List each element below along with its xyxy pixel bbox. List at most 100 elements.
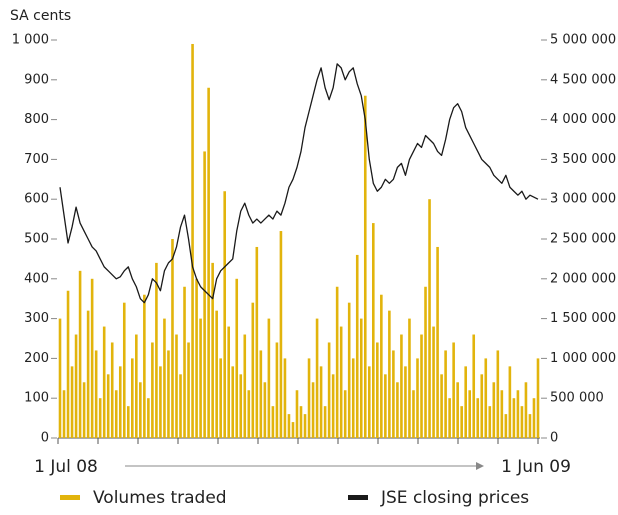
bar xyxy=(428,199,431,438)
bar xyxy=(62,390,66,438)
bar xyxy=(480,374,484,438)
bar xyxy=(114,390,118,438)
bar xyxy=(380,294,383,438)
bar xyxy=(223,191,226,438)
bar xyxy=(291,422,295,438)
legend: Volumes traded JSE closing prices xyxy=(60,488,529,508)
y2-tick-label: 0 xyxy=(550,431,558,446)
bar xyxy=(484,358,488,438)
bar xyxy=(363,95,367,438)
bar xyxy=(496,350,500,438)
bar xyxy=(456,382,459,438)
bar xyxy=(126,406,130,438)
bar xyxy=(335,286,339,438)
bar xyxy=(199,318,202,438)
bar xyxy=(139,382,142,438)
bar xyxy=(424,286,427,438)
bar xyxy=(372,223,375,438)
y-tick-label: 600 xyxy=(24,192,49,207)
bar xyxy=(143,294,146,438)
bar xyxy=(215,310,218,438)
y2-tick-label: 4 000 000 xyxy=(550,112,616,127)
y-tick-label: 0 xyxy=(41,431,49,446)
bar xyxy=(251,302,255,438)
y2-tick-label: 3 500 000 xyxy=(550,152,616,167)
bar xyxy=(532,398,536,438)
bar xyxy=(275,342,279,438)
bar xyxy=(536,358,540,438)
bar xyxy=(118,366,122,438)
bar xyxy=(331,374,335,438)
bar xyxy=(66,290,70,438)
y2-tick-label: 500 000 xyxy=(550,391,604,406)
bar xyxy=(243,334,247,438)
bar xyxy=(376,342,379,438)
bar xyxy=(472,334,476,438)
bar xyxy=(311,382,315,438)
bar xyxy=(271,406,275,438)
bar xyxy=(416,358,419,438)
bar xyxy=(263,382,267,438)
bar xyxy=(175,334,178,438)
bar xyxy=(239,374,243,438)
bar xyxy=(452,342,455,438)
bar xyxy=(98,398,102,438)
bar xyxy=(476,398,480,438)
bar xyxy=(520,406,524,438)
bar xyxy=(468,390,472,438)
x-tick-label: 1 Jul 08 xyxy=(34,457,98,477)
bar xyxy=(396,382,399,438)
bar xyxy=(159,366,162,438)
legend-swatch xyxy=(348,495,368,500)
bar xyxy=(235,278,239,438)
y2-tick-label: 2 000 000 xyxy=(550,271,616,286)
bar xyxy=(106,374,110,438)
y2-tick-label: 3 000 000 xyxy=(550,192,616,207)
bar xyxy=(512,398,516,438)
y-tick-label: 500 xyxy=(24,232,49,247)
bar xyxy=(227,326,231,438)
bar xyxy=(303,414,307,438)
bar xyxy=(171,239,174,438)
bar xyxy=(504,414,508,438)
bar xyxy=(70,366,74,438)
bar xyxy=(436,246,439,438)
bar xyxy=(323,406,327,438)
y-tick-label: 400 xyxy=(24,271,49,286)
bar xyxy=(155,262,158,438)
bar xyxy=(420,334,423,438)
bar xyxy=(299,406,303,438)
bar xyxy=(259,350,263,438)
bar xyxy=(163,318,166,438)
bar xyxy=(347,302,351,438)
bar xyxy=(524,382,528,438)
bar xyxy=(255,246,259,438)
bar xyxy=(267,318,271,438)
bar xyxy=(122,302,126,438)
bar xyxy=(460,406,463,438)
bar xyxy=(315,318,319,438)
bar xyxy=(135,334,138,438)
bar xyxy=(78,270,82,438)
bar xyxy=(295,390,299,438)
y-tick-label: 800 xyxy=(24,112,49,127)
bar xyxy=(432,326,435,438)
bar xyxy=(355,254,359,438)
bar xyxy=(211,262,214,438)
y2-tick-label: 1 000 000 xyxy=(550,351,616,366)
bar xyxy=(516,390,520,438)
bar xyxy=(191,43,194,438)
bar xyxy=(307,358,311,438)
bar xyxy=(231,366,235,438)
y-tick-label: 700 xyxy=(24,152,49,167)
bar xyxy=(339,326,343,438)
bar xyxy=(508,366,512,438)
bar xyxy=(90,278,94,438)
bar xyxy=(464,366,467,438)
y-tick-label: 200 xyxy=(24,351,49,366)
y2-tick-label: 4 500 000 xyxy=(550,72,616,87)
bar xyxy=(351,358,355,438)
bar xyxy=(207,87,210,438)
bar xyxy=(131,358,134,438)
